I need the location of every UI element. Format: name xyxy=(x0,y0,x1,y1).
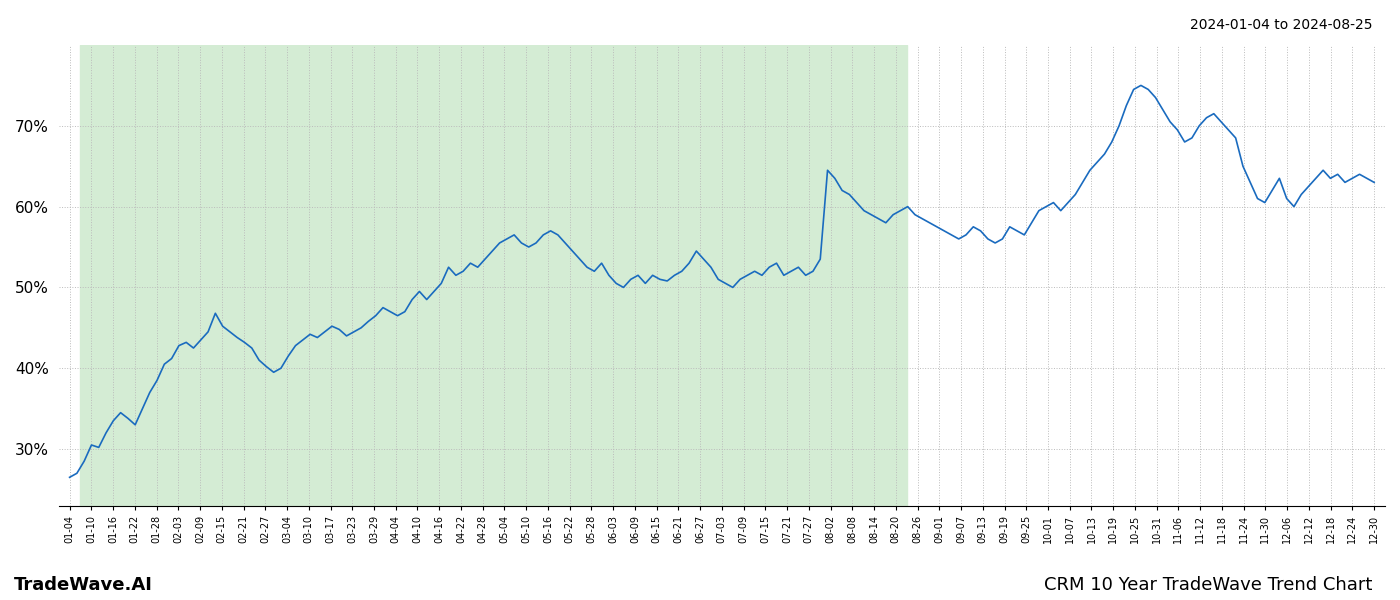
Text: CRM 10 Year TradeWave Trend Chart: CRM 10 Year TradeWave Trend Chart xyxy=(1043,576,1372,594)
Bar xyxy=(80,45,907,506)
Text: TradeWave.AI: TradeWave.AI xyxy=(14,576,153,594)
Text: 2024-01-04 to 2024-08-25: 2024-01-04 to 2024-08-25 xyxy=(1190,18,1372,32)
